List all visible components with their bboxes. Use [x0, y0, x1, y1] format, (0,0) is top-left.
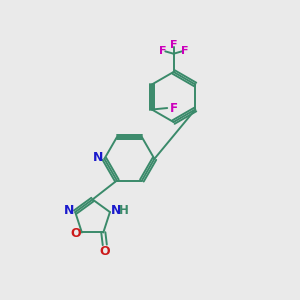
- Text: O: O: [70, 226, 81, 240]
- Text: F: F: [159, 46, 166, 56]
- Text: F: F: [170, 101, 178, 115]
- Text: N: N: [111, 204, 122, 217]
- Text: F: F: [170, 40, 177, 50]
- Text: H: H: [119, 204, 129, 217]
- Text: N: N: [93, 151, 103, 164]
- Text: O: O: [100, 245, 110, 258]
- Text: N: N: [64, 204, 74, 217]
- Text: F: F: [181, 46, 188, 56]
